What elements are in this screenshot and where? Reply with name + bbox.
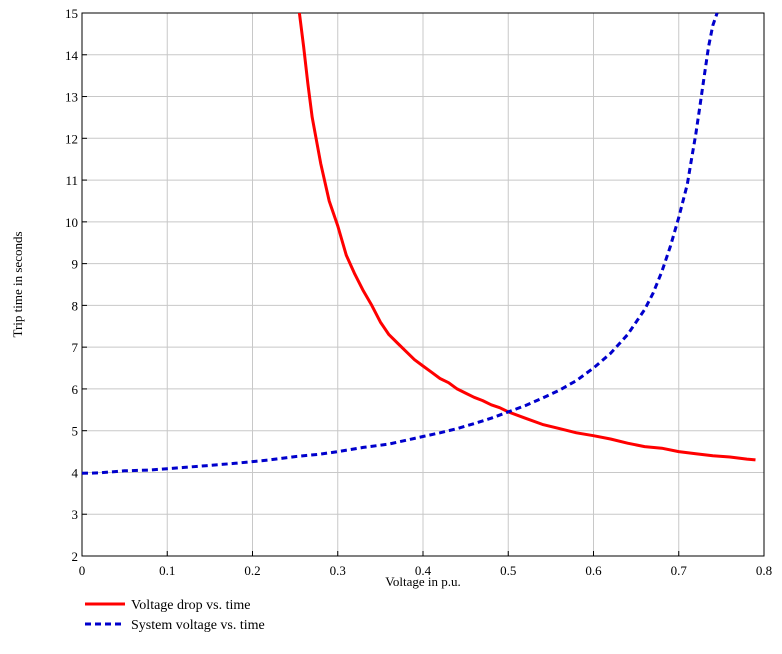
- legend-label-system-voltage: System voltage vs. time: [131, 618, 265, 633]
- x-tick-label: 0.7: [671, 563, 688, 578]
- y-tick-label: 8: [72, 298, 79, 313]
- y-tick-label: 13: [65, 90, 78, 105]
- x-tick-label: 0.3: [330, 563, 346, 578]
- y-tick-label: 14: [65, 48, 79, 63]
- legend: Voltage drop vs. time System voltage vs.…: [85, 598, 265, 633]
- y-tick-label: 9: [72, 257, 79, 272]
- y-tick-label: 15: [65, 6, 78, 21]
- y-tick-label: 5: [72, 424, 79, 439]
- y-tick-label: 4: [72, 465, 79, 480]
- legend-label-voltage-drop: Voltage drop vs. time: [131, 598, 251, 613]
- y-tick-label: 11: [65, 173, 78, 188]
- grid: [81, 12, 765, 557]
- x-tick-label: 0.5: [500, 563, 516, 578]
- series-line-0: [297, 12, 756, 462]
- y-tick-label: 7: [72, 340, 79, 355]
- y-tick-label: 6: [72, 382, 79, 397]
- y-tick-label: 12: [65, 131, 78, 146]
- y-tick-label: 2: [72, 549, 79, 564]
- x-tick-label: 0.4: [415, 563, 432, 578]
- x-tick-label: 0.1: [159, 563, 175, 578]
- x-tick-label: 0.8: [756, 563, 772, 578]
- series-line-1: [81, 12, 719, 475]
- x-tick-label: 0.2: [244, 563, 260, 578]
- x-tick-label: 0.6: [585, 563, 602, 578]
- axis-ticks: 0 0.1 0.2 0.3 0.4 0.5 0.6 0.7 0.8 2 3 4 5 6 7 8 9 10 11 12 1…: [65, 6, 772, 578]
- y-axis-label: Trip time in seconds: [10, 231, 25, 337]
- y-tick-label: 10: [65, 215, 78, 230]
- x-tick-label: 0: [79, 563, 86, 578]
- x-axis-label: Voltage in p.u.: [385, 574, 461, 589]
- series-layer: [81, 12, 756, 475]
- y-tick-label: 3: [72, 507, 79, 522]
